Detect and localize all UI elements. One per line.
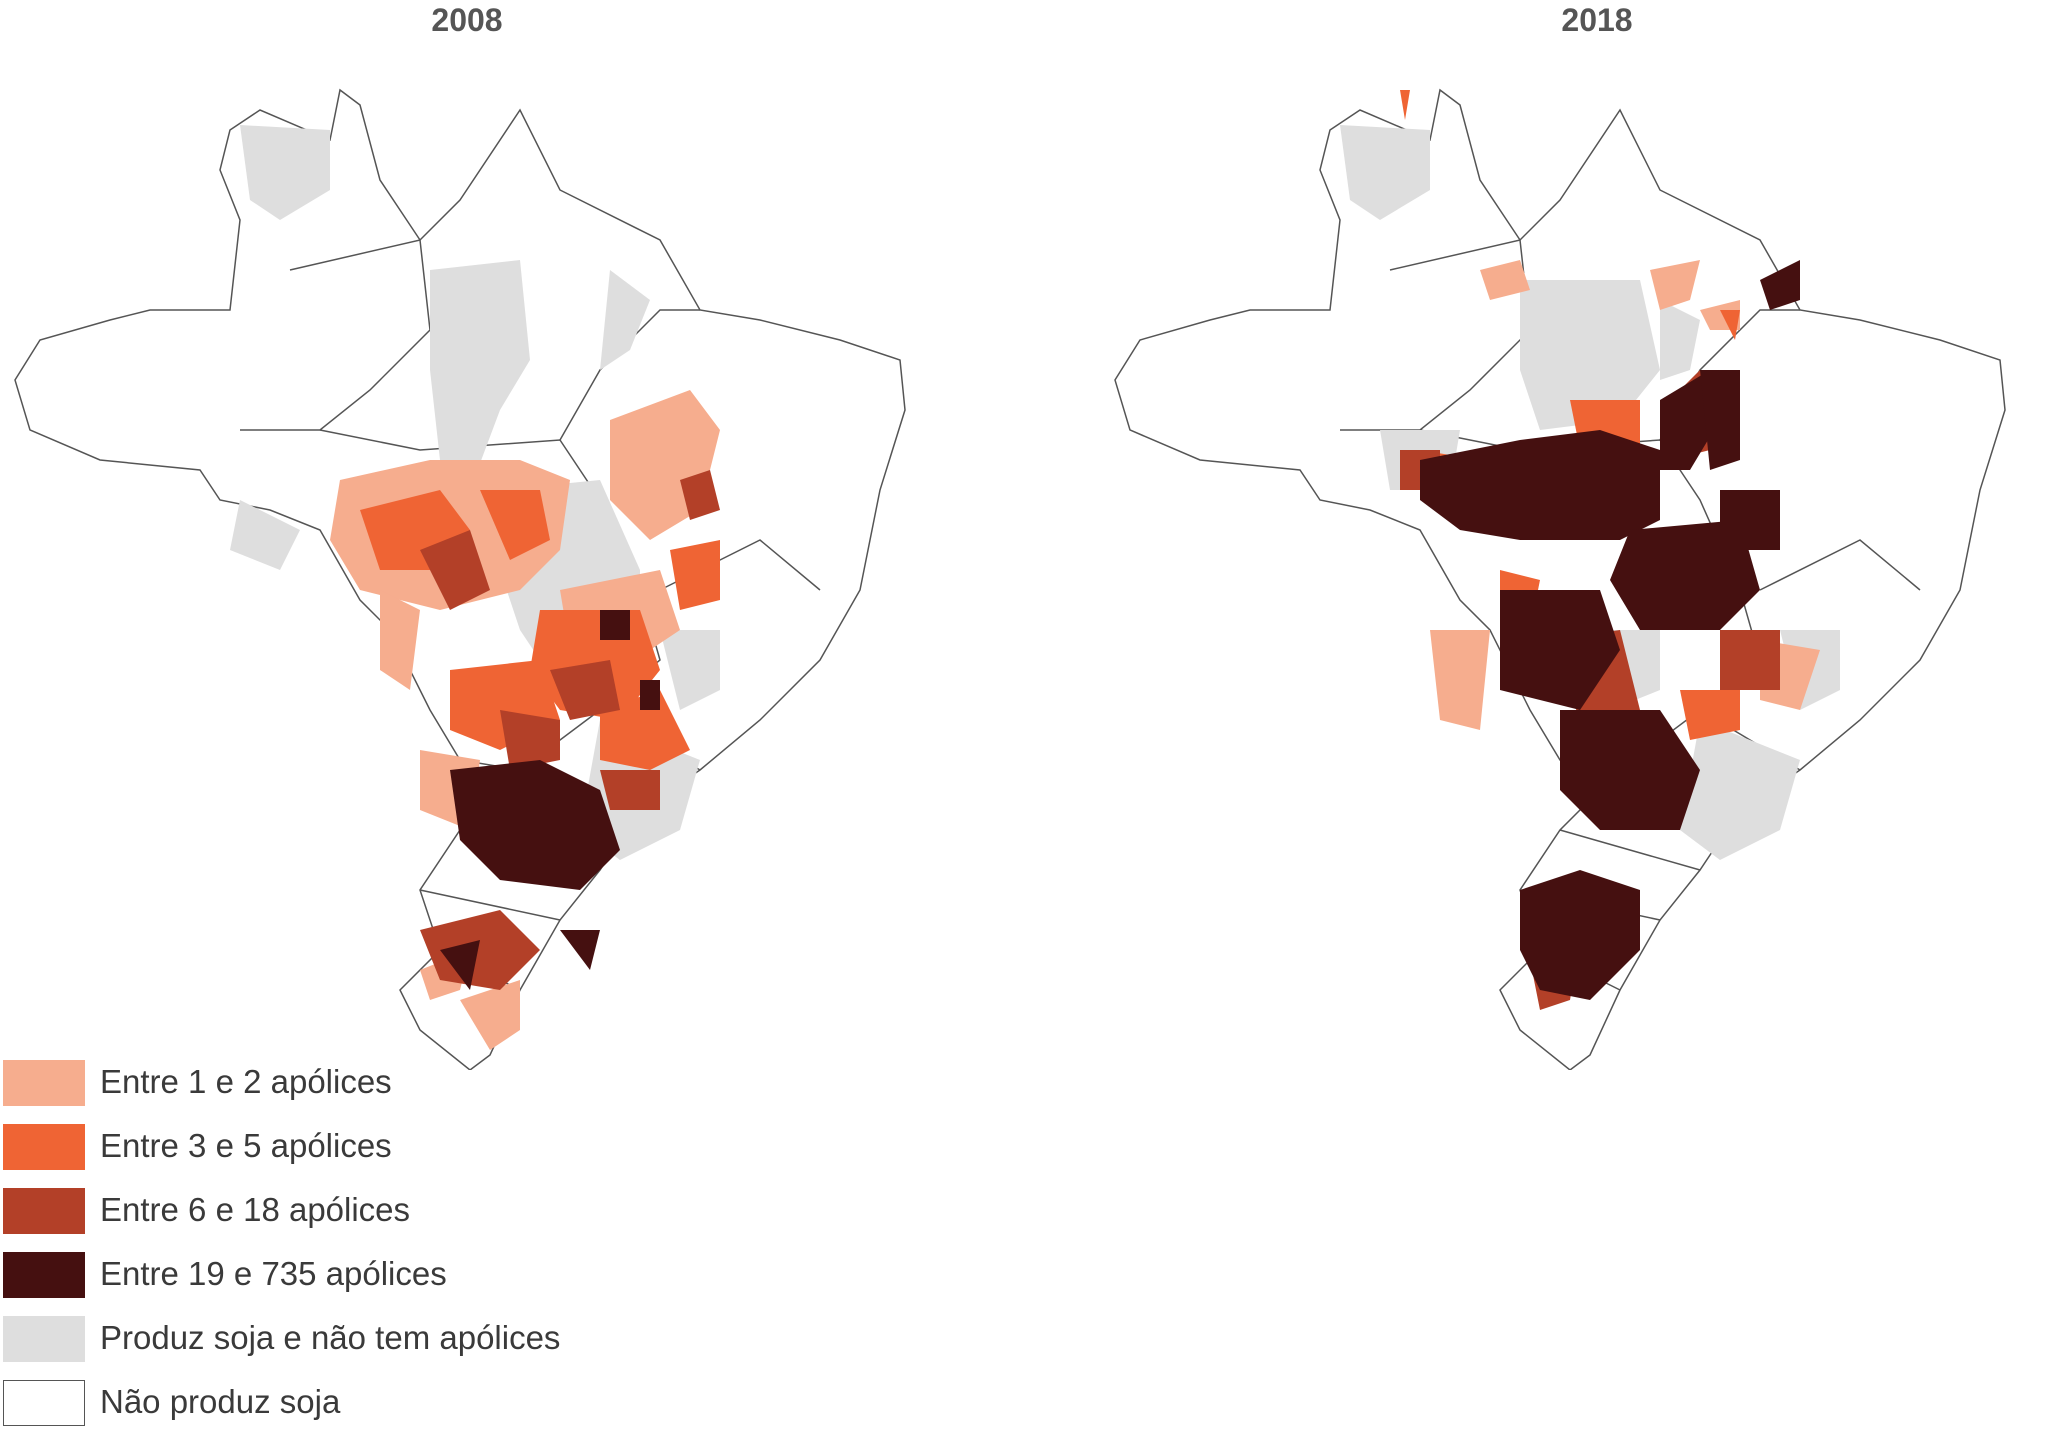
brazil-map-2008 — [14, 88, 906, 1070]
region-6-18-policies — [420, 470, 720, 990]
brazil-outline — [1114, 88, 2006, 1070]
brazil-outline — [14, 88, 906, 1070]
legend-item-3-5: Entre 3 e 5 apólices — [3, 1121, 703, 1185]
legend-item-6-18: Entre 6 e 18 apólices — [3, 1185, 703, 1249]
region-19-735-policies — [440, 610, 660, 990]
legend-item-no-soy: Não produz soja — [3, 1377, 703, 1441]
legend-item-19-735: Entre 19 e 735 apólices — [3, 1249, 703, 1313]
brazil-map-2018 — [1114, 88, 2006, 1070]
legend-label-19-735: Entre 19 e 735 apólices — [100, 1255, 447, 1292]
region-1-2-policies — [1430, 260, 1820, 730]
legend-swatch-soy-no-policy — [3, 1316, 85, 1362]
legend-label-no-soy: Não produz soja — [100, 1383, 341, 1420]
region-19-735-policies — [1420, 260, 1800, 1000]
state-border-north — [240, 239, 431, 431]
legend-label-3-5: Entre 3 e 5 apólices — [100, 1127, 392, 1164]
legend-swatch-no-soy — [3, 1380, 85, 1426]
legend-label-6-18: Entre 6 e 18 apólices — [100, 1191, 411, 1228]
legend-label-soy-no-policy: Produz soja e não tem apólices — [100, 1319, 561, 1356]
legend-label-1-2: Entre 1 e 2 apólices — [100, 1063, 392, 1100]
map-title-2008: 2008 — [431, 2, 503, 38]
legend: Entre 1 e 2 apólices Entre 3 e 5 apólice… — [3, 1057, 703, 1441]
legend-item-1-2: Entre 1 e 2 apólices — [3, 1057, 703, 1121]
legend-swatch-3-5 — [3, 1124, 85, 1170]
legend-swatch-1-2 — [3, 1060, 85, 1106]
legend-item-soy-no-policy: Produz soja e não tem apólices — [3, 1313, 703, 1377]
legend-swatch-19-735 — [3, 1252, 85, 1298]
map-title-2018: 2018 — [1561, 2, 1633, 38]
legend-swatch-6-18 — [3, 1188, 85, 1234]
